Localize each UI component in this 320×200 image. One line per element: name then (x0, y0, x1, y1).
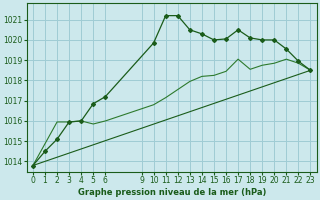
X-axis label: Graphe pression niveau de la mer (hPa): Graphe pression niveau de la mer (hPa) (77, 188, 266, 197)
